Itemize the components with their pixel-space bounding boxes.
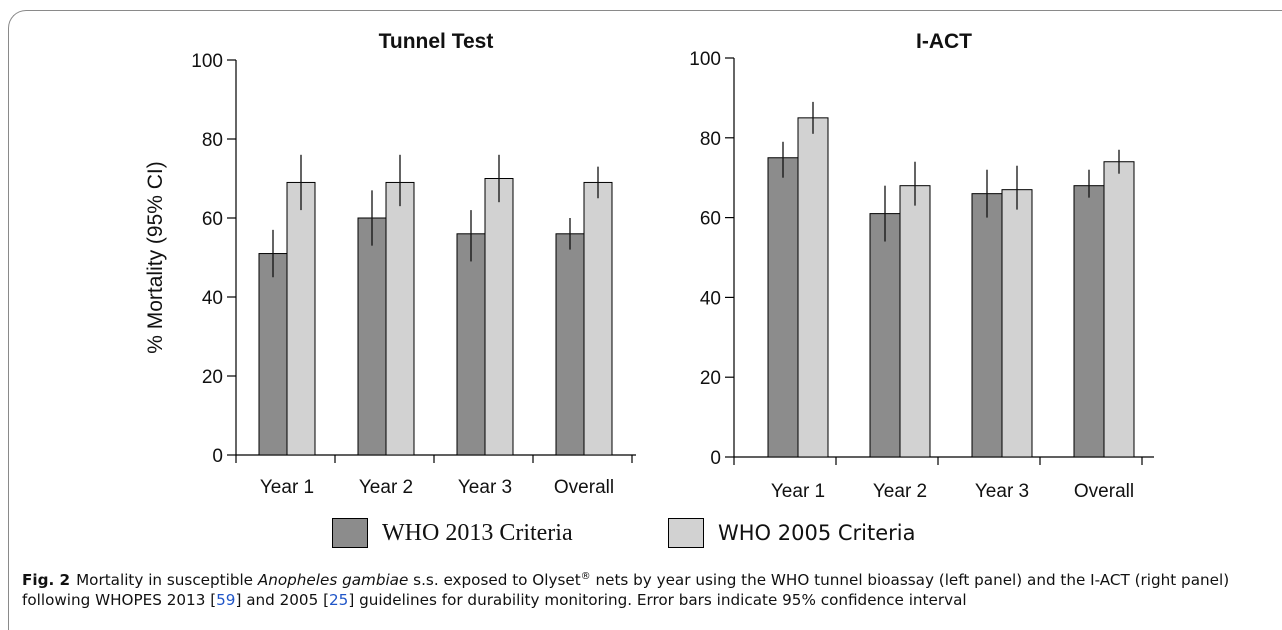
panel1-bar-2005: [484, 178, 514, 456]
panel1-bar-2005: [286, 181, 316, 456]
legend-label-2005: WHO 2005 Criteria: [718, 521, 916, 545]
panel1-x-tick-label: Year 2: [359, 477, 413, 498]
caption-text-3: s.s. exposed to Olyset: [408, 571, 581, 589]
legend-item-2005: WHO 2005 Criteria: [668, 518, 916, 548]
caption-ref-25[interactable]: 25: [329, 591, 349, 609]
caption-text-6: ] and 2005 [: [235, 591, 330, 609]
legend-swatch-2005: [668, 518, 704, 548]
legend: WHO 2013 Criteria WHO 2005 Criteria: [0, 518, 1282, 558]
caption-fig-label: Fig. 2: [22, 571, 71, 589]
panel1-bar-2013: [258, 253, 288, 456]
panel2-y-tick-label: 100: [689, 49, 721, 70]
panel1-title: Tunnel Test: [379, 30, 494, 53]
panel1-y-tick-label: 60: [202, 209, 223, 230]
panel2-bar-2013: [971, 193, 1003, 458]
panel2-bar-2005: [1103, 161, 1135, 458]
panel1-x-tick-label: Overall: [554, 477, 614, 498]
panel2-bar-2013: [767, 157, 799, 458]
caption-text-5: nets by year using the WHO tunnel bioass…: [22, 571, 1230, 609]
panel2-bar-2005: [1001, 189, 1033, 458]
panel2-y-tick-label: 0: [710, 448, 721, 469]
panel1-bar-2013: [456, 233, 486, 456]
panel1-bar-2013: [555, 233, 585, 456]
legend-swatch-2013: [332, 518, 368, 548]
panel1-y-tick-label: 80: [202, 130, 223, 151]
panel2-y-tick-label: 80: [700, 129, 721, 150]
legend-label-2013: WHO 2013 Criteria: [382, 519, 573, 546]
panel2-x-tick-label: Year 3: [975, 481, 1029, 502]
panel1-bar-2005: [583, 181, 613, 456]
panel2-x-tick-label: Year 2: [873, 481, 927, 502]
panel2-bar-2005: [797, 117, 829, 458]
panel1-bar-2013: [357, 217, 387, 456]
figure-frame: [8, 10, 1282, 630]
panel2-bar-2013: [1073, 185, 1105, 458]
caption-text-1: Mortality in susceptible: [76, 571, 258, 589]
panel2-y-tick-label: 40: [700, 288, 721, 309]
panel1-x-tick-label: Year 1: [260, 477, 314, 498]
figure-caption: Fig. 2 Mortality in susceptible Anopheles…: [22, 570, 1272, 610]
caption-text-7: ] guidelines for durability monitoring. …: [348, 591, 967, 609]
caption-ref-59[interactable]: 59: [216, 591, 236, 609]
panel2-title: I-ACT: [916, 30, 972, 53]
legend-item-2013: WHO 2013 Criteria: [332, 518, 573, 548]
panel2-x-tick-label: Overall: [1074, 481, 1134, 502]
figure-charts: Tunnel Test % Mortality (95% CI) 0 20 40 60 80…: [144, 30, 1154, 502]
panel1-y-axis-label: % Mortality (95% CI): [144, 161, 167, 354]
panel1-y-tick-label: 100: [191, 51, 223, 72]
panel2-y-tick-label: 20: [700, 368, 721, 389]
panel1-y-tick-label: 20: [202, 367, 223, 388]
caption-registered-mark: ®: [580, 570, 591, 582]
panel2-x-tick-label: Year 1: [771, 481, 825, 502]
panel1-x-tick-label: Year 3: [458, 477, 512, 498]
panel1-bar-2005: [385, 181, 415, 456]
caption-species: Anopheles gambiae: [257, 571, 409, 589]
panel1-y-tick-label: 40: [202, 288, 223, 309]
panel2-bar-2005: [899, 185, 931, 458]
panel2-bar-2013: [869, 213, 901, 458]
panel1-y-tick-label: 0: [212, 446, 223, 467]
panel2-y-tick-label: 60: [700, 209, 721, 230]
